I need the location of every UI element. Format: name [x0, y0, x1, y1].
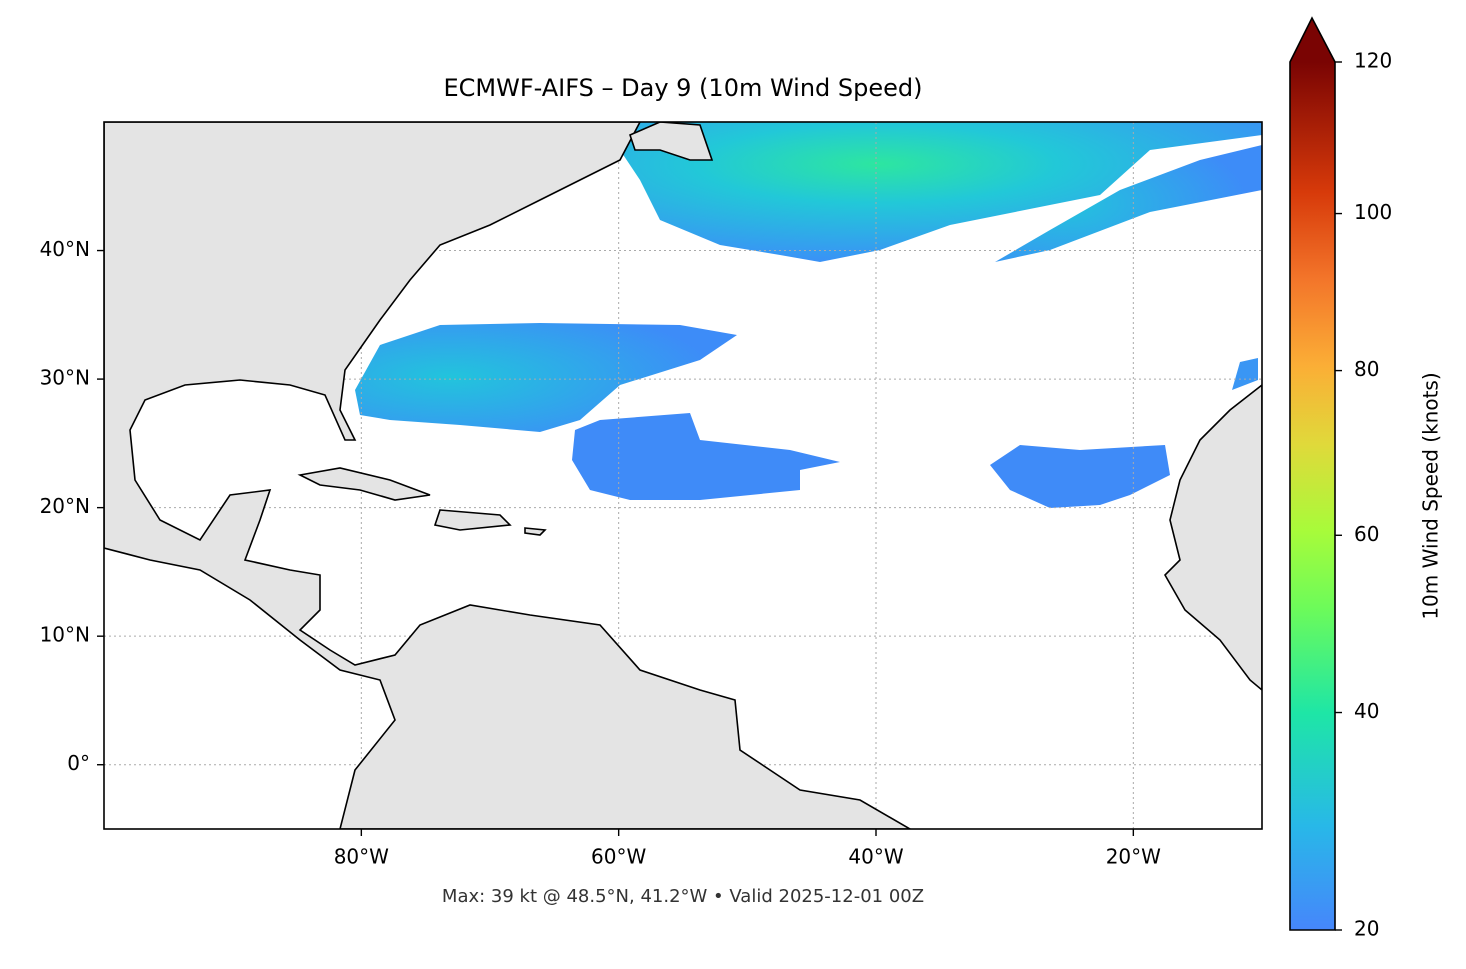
footer-note: Max: 39 kt @ 48.5°N, 41.2°W • Valid 2025…	[442, 886, 924, 907]
colorbar-tick-label: 100	[1354, 200, 1392, 224]
colorbar-tick-label: 120	[1354, 49, 1392, 73]
x-tick-label: 80°W	[334, 845, 389, 869]
cuba	[297, 467, 431, 501]
x-tick-label: 60°W	[591, 845, 646, 869]
x-tick-label: 40°W	[848, 845, 903, 869]
x-tick-label: 20°W	[1106, 845, 1161, 869]
wind-region	[355, 323, 737, 432]
y-tick-label: 20°N	[40, 494, 90, 518]
wind-region	[620, 122, 1262, 262]
colorbar-ramp	[1290, 62, 1335, 930]
americas	[104, 122, 912, 829]
colorbar-frame	[1289, 16, 1336, 931]
africa	[1164, 383, 1262, 692]
colorbar-tick-label: 60	[1354, 522, 1379, 546]
hispaniola	[433, 509, 512, 531]
axes: 80°W 60°W 40°W 20°W 0° 10°N 20°N 30°N 40°N	[40, 237, 1162, 868]
colorbar-tick-label: 40	[1354, 699, 1379, 723]
y-tick-label: 40°N	[40, 237, 90, 261]
puerto-rico	[524, 527, 547, 536]
wind-region	[1232, 358, 1258, 390]
grid	[104, 122, 1262, 829]
y-tick-label: 10°N	[40, 623, 90, 647]
colorbar: 10m Wind Speed (knots) 20 40 60 80 100 120	[1289, 16, 1443, 941]
colorbar-label: 10m Wind Speed (knots)	[1419, 372, 1443, 619]
colorbar-tick-label: 80	[1354, 357, 1379, 381]
map-frame	[103, 121, 1263, 830]
colorbar-extend	[1290, 18, 1335, 62]
y-tick-label: 0°	[67, 751, 90, 775]
map-area	[104, 122, 1262, 829]
land	[104, 122, 1262, 829]
y-tick-label: 30°N	[40, 366, 90, 390]
wind-field	[355, 122, 1262, 508]
map-title: ECMWF-AIFS – Day 9 (10m Wind Speed)	[443, 74, 922, 102]
wind-region	[990, 445, 1170, 508]
wind-region	[995, 145, 1262, 262]
colorbar-tick-label: 20	[1354, 917, 1379, 941]
wind-region	[572, 413, 840, 500]
